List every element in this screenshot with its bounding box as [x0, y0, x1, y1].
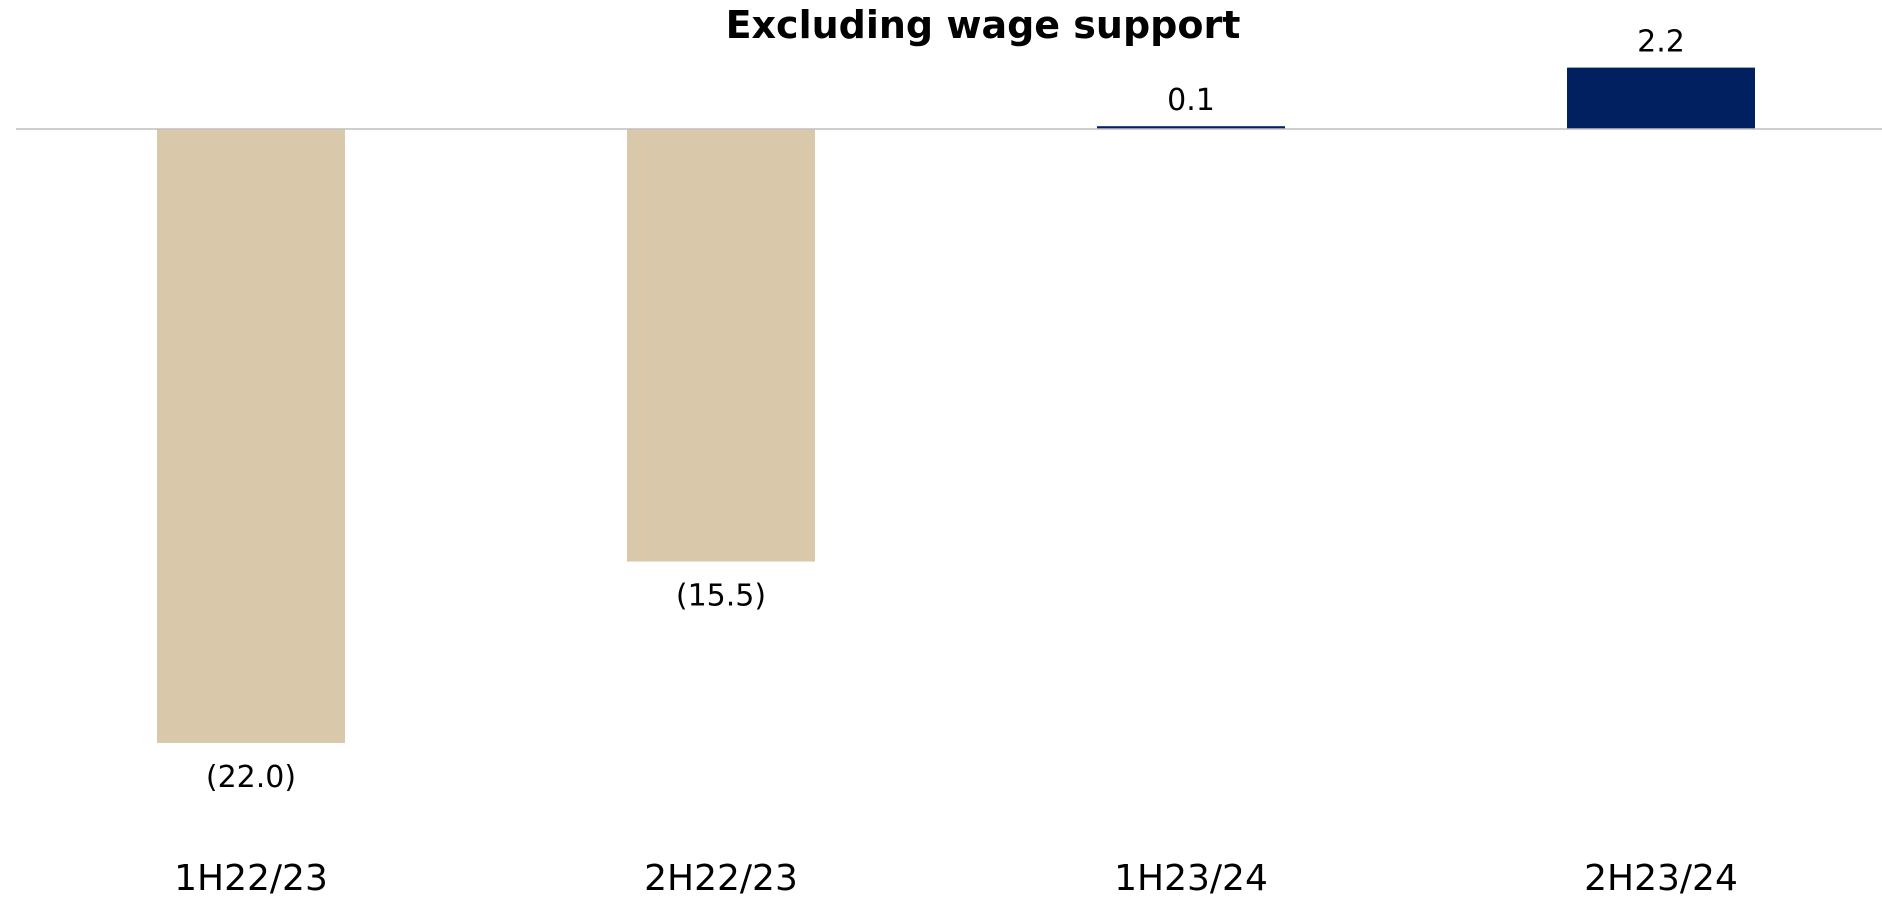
- bar-3: [1567, 67, 1755, 129]
- data-label-3: 2.2: [1637, 25, 1685, 60]
- bar-1: [627, 129, 815, 562]
- category-label-2: 1H23/24: [1114, 858, 1268, 897]
- data-label-0: (22.0): [206, 760, 296, 795]
- category-label-0: 1H22/23: [174, 858, 328, 897]
- data-labels-group: (22.0) (15.5) 0.1 2.2: [206, 25, 1685, 795]
- category-label-1: 2H22/23: [644, 858, 798, 897]
- bars-group: [157, 67, 1755, 743]
- category-labels-group: 1H22/23 2H22/23 1H23/24 2H23/24: [174, 858, 1738, 897]
- chart-title: Excluding wage support: [726, 3, 1241, 47]
- bar-0: [157, 129, 345, 743]
- category-label-3: 2H23/24: [1584, 858, 1738, 897]
- data-label-2: 0.1: [1167, 83, 1215, 118]
- bar-2: [1097, 126, 1285, 129]
- data-label-1: (15.5): [676, 579, 766, 614]
